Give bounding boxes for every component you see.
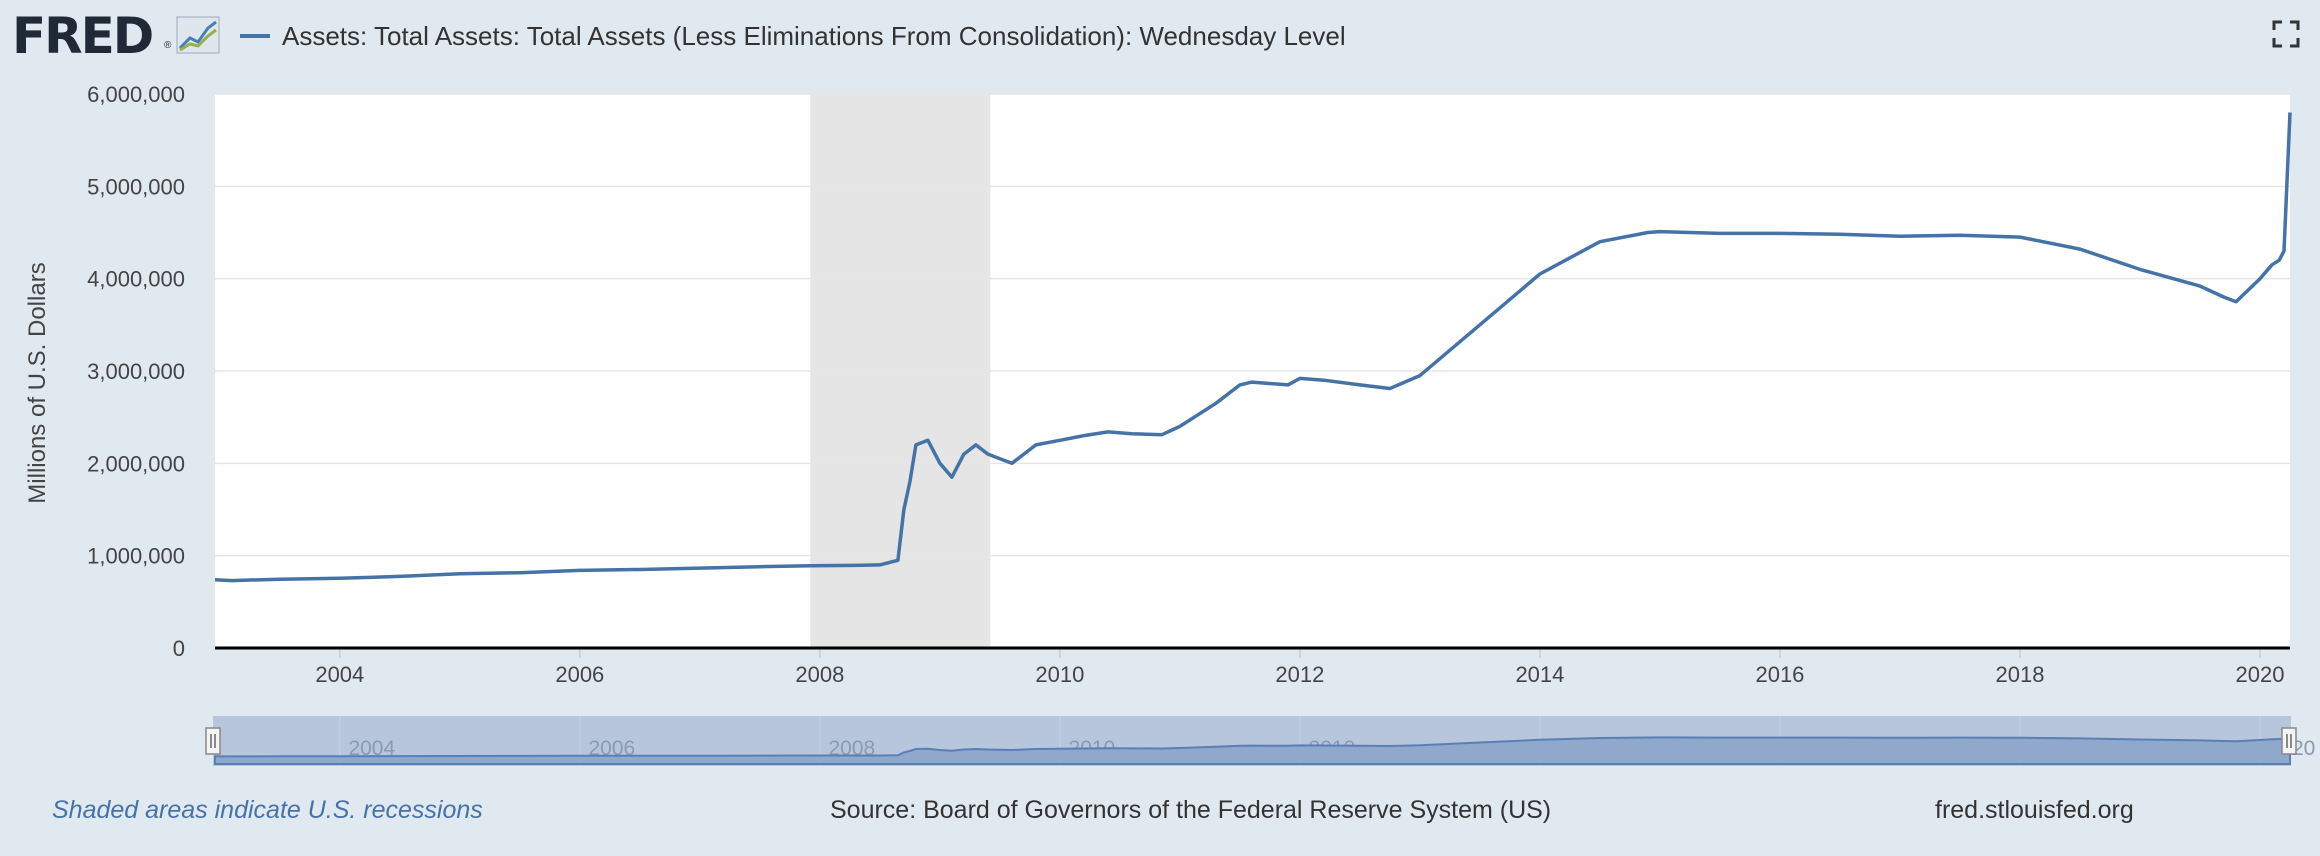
series-line bbox=[214, 112, 2292, 583]
y-tick-label: 1,000,000 bbox=[87, 544, 185, 569]
x-tick-label: 2014 bbox=[1515, 662, 1564, 687]
y-axis-label: Millions of U.S. Dollars bbox=[24, 262, 51, 503]
recession-note: Shaded areas indicate U.S. recessions bbox=[52, 796, 483, 824]
source-note: Source: Board of Governors of the Federa… bbox=[830, 796, 1552, 824]
navigator-left-handle[interactable] bbox=[205, 727, 221, 755]
y-tick-label: 2,000,000 bbox=[87, 451, 185, 476]
navigator-tick-label: 2008 bbox=[828, 737, 875, 760]
chart-header: FRED ® Assets: Total Assets: Total Asset… bbox=[0, 0, 2320, 80]
x-tick-label: 2020 bbox=[2236, 662, 2285, 687]
line-chart: 0 1,000,000 2,000,000 3,000,000 4,000,000 5,0… bbox=[24, 82, 2292, 687]
x-tick-label: 2006 bbox=[555, 662, 604, 687]
y-tick-label: 6,000,000 bbox=[87, 82, 185, 107]
y-axis-ticks: 0 1,000,000 2,000,000 3,000,000 4,000,000 5,0… bbox=[87, 82, 185, 661]
fred-line-graph-icon bbox=[176, 16, 220, 54]
navigator-series-area bbox=[214, 728, 2291, 765]
y-tick-label: 0 bbox=[173, 636, 185, 661]
x-tick-label: 2010 bbox=[1035, 662, 1084, 687]
navigator-tick-label: 2004 bbox=[348, 737, 395, 760]
chart-legend[interactable]: Assets: Total Assets: Total Assets (Less… bbox=[240, 18, 1346, 54]
x-tick-label: 2016 bbox=[1755, 662, 1804, 687]
x-tick-label: 2004 bbox=[315, 662, 364, 687]
x-tick-label: 2018 bbox=[1995, 662, 2044, 687]
fred-logo[interactable]: FRED bbox=[12, 7, 154, 65]
navigator-tick-label: 2006 bbox=[588, 737, 635, 760]
y-tick-label: 4,000,000 bbox=[87, 267, 185, 292]
x-axis-ticks: 2004 2006 2008 2010 2012 2014 2016 2018 2020 bbox=[315, 648, 2284, 687]
grid-lines bbox=[215, 93, 2290, 557]
navigator-right-handle[interactable] bbox=[2281, 727, 2297, 755]
legend-series-label: Assets: Total Assets: Total Assets (Less… bbox=[282, 20, 1346, 51]
legend-line-swatch bbox=[240, 34, 270, 38]
logo-registered-mark: ® bbox=[164, 40, 172, 51]
x-tick-label: 2012 bbox=[1275, 662, 1324, 687]
fullscreen-icon[interactable] bbox=[2272, 20, 2300, 48]
y-tick-label: 3,000,000 bbox=[87, 359, 185, 384]
series-lines bbox=[214, 112, 2292, 583]
y-tick-label: 5,000,000 bbox=[87, 174, 185, 199]
fred-url-link[interactable]: fred.stlouisfed.org bbox=[1935, 796, 2134, 824]
x-tick-label: 2008 bbox=[795, 662, 844, 687]
